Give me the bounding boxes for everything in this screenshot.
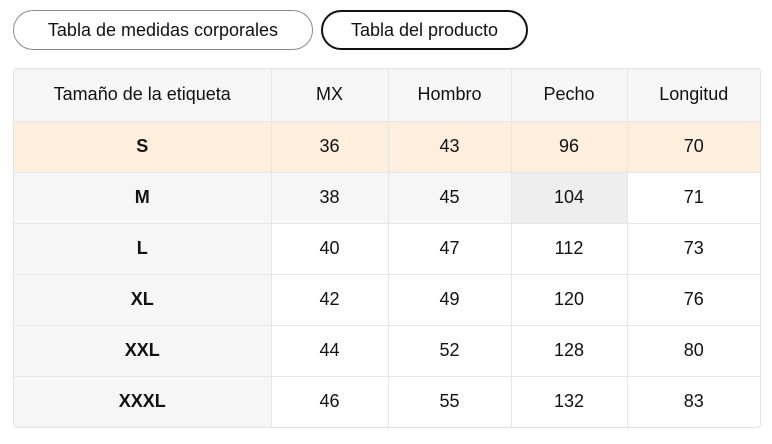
length-cell: 70 [627,121,760,173]
header-shoulder: Hombro [388,69,512,122]
table-row-xl[interactable]: XL 42 49 120 76 [14,274,760,326]
chest-cell: 96 [511,121,628,173]
size-cell: S [14,121,272,173]
header-mx: MX [271,69,389,122]
table-header-row: Tamaño de la etiqueta MX Hombro Pecho Lo… [14,69,760,122]
tab-product-chart[interactable]: Tabla del producto [321,10,528,50]
shoulder-cell: 52 [388,325,512,377]
length-cell: 76 [627,274,760,326]
chest-cell: 112 [511,223,628,275]
size-table-container: Tamaño de la etiqueta MX Hombro Pecho Lo… [13,68,761,428]
shoulder-cell: 49 [388,274,512,326]
length-cell: 80 [627,325,760,377]
table-row-l[interactable]: L 40 47 112 73 [14,223,760,275]
tab-body-measurements[interactable]: Tabla de medidas corporales [13,10,313,50]
header-size-label: Tamaño de la etiqueta [14,69,272,122]
chest-cell: 104 [511,172,628,224]
shoulder-cell: 55 [388,376,512,427]
mx-cell: 38 [271,172,389,224]
size-cell: L [14,223,272,275]
shoulder-cell: 47 [388,223,512,275]
shoulder-cell: 43 [388,121,512,173]
mx-cell: 40 [271,223,389,275]
mx-cell: 42 [271,274,389,326]
size-cell: XL [14,274,272,326]
length-cell: 71 [627,172,760,224]
shoulder-cell: 45 [388,172,512,224]
mx-cell: 44 [271,325,389,377]
chest-cell: 128 [511,325,628,377]
length-cell: 73 [627,223,760,275]
table-row-s[interactable]: S 36 43 96 70 [14,121,760,173]
table-row-xxxl[interactable]: XXXL 46 55 132 83 [14,376,760,427]
length-cell: 83 [683,391,704,412]
table-row-m[interactable]: M 38 45 104 71 [14,172,760,224]
header-length: Longitud [627,69,760,122]
header-chest: Pecho [511,69,628,122]
size-chart-tabs: Tabla de medidas corporales Tabla del pr… [13,10,528,50]
size-cell: M [14,172,272,224]
mx-cell: 46 [271,376,389,427]
mx-cell: 36 [271,121,389,173]
chest-cell: 132 [511,376,628,427]
size-cell: XXL [14,325,272,377]
size-cell: XXXL [14,376,272,427]
size-table: Tamaño de la etiqueta MX Hombro Pecho Lo… [14,69,760,427]
chest-cell: 120 [511,274,628,326]
table-row-xxl[interactable]: XXL 44 52 128 80 [14,325,760,377]
